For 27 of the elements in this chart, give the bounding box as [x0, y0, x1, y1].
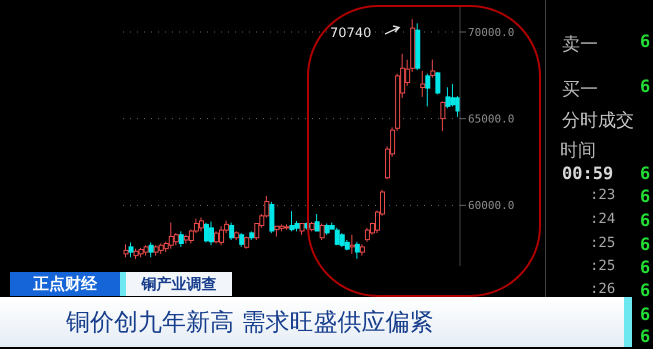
text: 分时成交 [562, 109, 634, 132]
text: 铜价创九年新高 需求旺盛供应偏紧 [66, 307, 434, 338]
text: 买一 [562, 78, 598, 101]
text: :25 [590, 235, 616, 251]
annotation: 70740 [330, 26, 372, 41]
text: 6 [640, 32, 650, 52]
text: 00:59 [562, 164, 614, 184]
text: :24 [590, 211, 616, 227]
text: 6 [640, 211, 650, 231]
text: 6 [640, 164, 650, 184]
text: :26 [590, 281, 616, 297]
text: 卖一 [562, 33, 598, 56]
y-tick-label: 60000.0 [468, 199, 514, 212]
text: :25 [590, 258, 616, 274]
text: 6 [640, 187, 650, 207]
text: 6 [640, 305, 650, 325]
text: 6 [640, 235, 650, 255]
text: 时间 [560, 139, 596, 162]
text: 铜产业调查 [142, 274, 216, 294]
text: 6 [640, 281, 650, 301]
text: 6 [640, 258, 650, 278]
text: 6 [640, 77, 650, 97]
text: 6 [640, 327, 650, 347]
y-tick-label: 65000.0 [468, 112, 514, 126]
y-tick-label: 70000.0 [468, 26, 514, 39]
text: :23 [590, 187, 616, 203]
text: 正点财经 [33, 274, 97, 294]
